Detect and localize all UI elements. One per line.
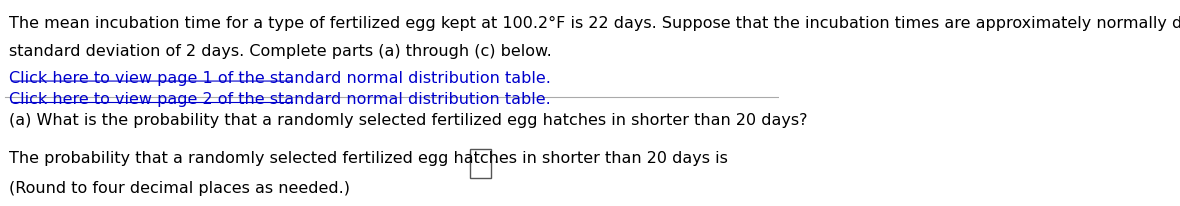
Text: (a) What is the probability that a randomly selected fertilized egg hatches in s: (a) What is the probability that a rando…: [9, 112, 807, 127]
Text: Click here to view page 1 of the standard normal distribution table.: Click here to view page 1 of the standar…: [9, 70, 551, 85]
Text: Click here to view page 2 of the standard normal distribution table.: Click here to view page 2 of the standar…: [9, 92, 551, 107]
Text: (Round to four decimal places as needed.): (Round to four decimal places as needed.…: [9, 180, 350, 195]
Text: .: .: [493, 151, 498, 166]
Text: standard deviation of 2 days. Complete parts (a) through (c) below.: standard deviation of 2 days. Complete p…: [9, 44, 552, 59]
Text: The probability that a randomly selected fertilized egg hatches in shorter than : The probability that a randomly selected…: [9, 151, 728, 166]
FancyBboxPatch shape: [471, 150, 491, 178]
Text: The mean incubation time for a type of fertilized egg kept at 100.2°F is 22 days: The mean incubation time for a type of f…: [9, 16, 1180, 30]
